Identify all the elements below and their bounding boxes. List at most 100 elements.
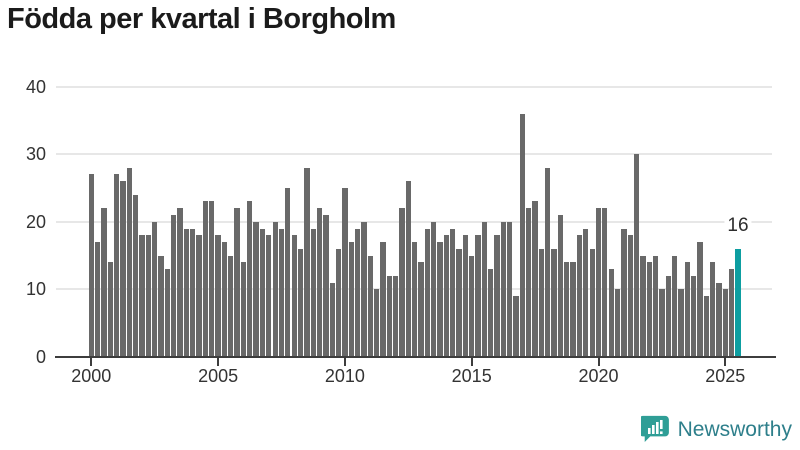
bar [304, 167, 310, 357]
y-axis-tick-label: 30 [25, 144, 46, 165]
y-axis-tick-label: 40 [25, 76, 46, 97]
bar [354, 228, 361, 357]
bar [101, 208, 107, 357]
bar [399, 208, 405, 357]
bar [722, 289, 728, 357]
x-axis-tick-label: 2010 [324, 366, 365, 386]
bar [278, 228, 285, 357]
y-axis-tick-label: 10 [25, 279, 46, 300]
y-axis-tick-label: 20 [25, 211, 46, 232]
bar [583, 228, 589, 357]
bar [297, 248, 304, 357]
bar [411, 242, 418, 357]
bar-highlighted [735, 248, 741, 357]
bar [94, 242, 101, 357]
bar [367, 255, 373, 357]
bar [545, 167, 551, 357]
bar [532, 201, 538, 357]
gridline-y30 [56, 153, 772, 156]
bar [494, 235, 500, 357]
gridline-y40 [56, 85, 772, 88]
bar [709, 262, 716, 357]
bar [659, 289, 665, 357]
bar [209, 201, 215, 357]
bar [171, 214, 177, 357]
x-axis-tick-label: 2020 [578, 366, 619, 386]
bar [462, 235, 468, 357]
newsworthy-logo-link[interactable]: Newsworthy [640, 415, 792, 444]
bar [431, 221, 437, 357]
bar [697, 242, 703, 357]
bar [526, 208, 532, 357]
bar [671, 255, 678, 357]
newsworthy-logo-icon [640, 415, 669, 442]
x-axis-tick [343, 358, 346, 366]
bar [703, 296, 709, 357]
bar [437, 242, 443, 357]
x-axis-tick-label: 2015 [451, 366, 492, 386]
x-axis-tick [217, 358, 220, 366]
bar [595, 208, 602, 357]
bar [627, 235, 633, 357]
bar [640, 255, 646, 357]
highlight-value-label: 16 [724, 214, 752, 237]
bar [228, 255, 234, 357]
bar [133, 194, 139, 357]
bar [646, 262, 652, 357]
bar [348, 242, 354, 357]
bar [386, 275, 392, 357]
bar [291, 235, 297, 357]
bar [443, 235, 449, 357]
bar [329, 282, 335, 357]
bar [234, 208, 240, 357]
bar [557, 214, 564, 357]
bar [456, 248, 462, 357]
bar [342, 187, 348, 357]
bar [424, 228, 430, 357]
bar [373, 289, 380, 357]
bar [608, 269, 614, 357]
y-axis-tick-label: 0 [35, 347, 46, 367]
bar [120, 181, 126, 357]
bar [177, 208, 183, 357]
bar [190, 228, 196, 357]
bar [152, 221, 158, 357]
bar [614, 289, 621, 357]
bar [513, 296, 519, 357]
bar [361, 221, 367, 357]
bar [88, 174, 94, 357]
bar [602, 208, 608, 357]
bar [633, 154, 640, 357]
bar [507, 221, 513, 357]
bar [310, 228, 316, 357]
bar [716, 282, 722, 357]
bar [450, 228, 456, 357]
bar [418, 262, 424, 357]
bar [266, 235, 272, 357]
bar [139, 235, 145, 357]
bar [107, 262, 113, 357]
newsworthy-logo-text: Newsworthy [677, 417, 792, 441]
x-axis-tick-label: 2005 [198, 366, 239, 386]
bar [475, 235, 481, 357]
bar [589, 248, 595, 357]
x-axis-tick [470, 358, 473, 366]
bar [323, 214, 329, 357]
bar [196, 235, 202, 357]
x-axis-tick [597, 358, 600, 366]
x-axis-tick [90, 358, 93, 366]
bar [500, 221, 507, 357]
bar [272, 221, 278, 357]
x-axis-tick-label: 2025 [705, 366, 746, 386]
bar [253, 221, 259, 357]
chart-title: Födda per kvartal i Borgholm [7, 3, 396, 35]
bar [665, 275, 671, 357]
bar [158, 255, 164, 357]
gridline-y20 [56, 220, 772, 223]
bar [488, 269, 494, 357]
bar [247, 201, 253, 357]
bar [678, 289, 684, 357]
bar [335, 248, 342, 357]
bar [538, 248, 545, 357]
